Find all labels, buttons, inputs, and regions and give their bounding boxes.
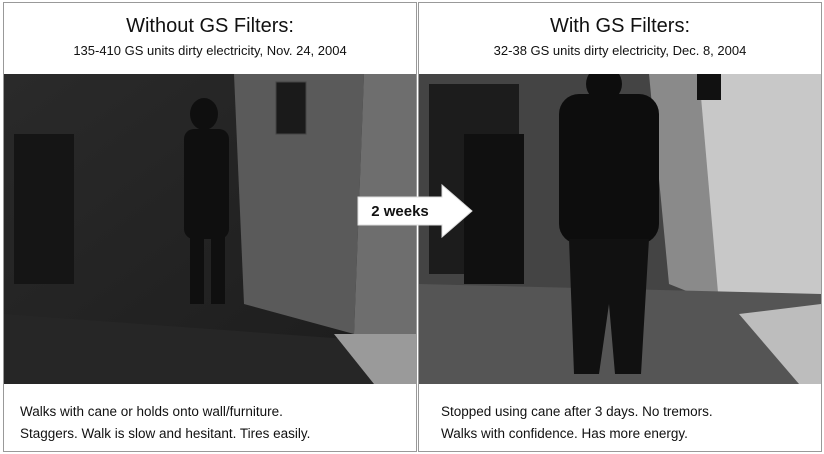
panel-before: Without GS Filters: 135-410 GS units dir…: [3, 2, 417, 452]
caption-line: Staggers. Walk is slow and hesitant. Tir…: [20, 426, 311, 441]
photo-after: [419, 74, 821, 384]
panel-caption: Stopped using cane after 3 days. No trem…: [441, 401, 713, 445]
photo-before: [4, 74, 416, 384]
panel-subtitle: 32-38 GS units dirty electricity, Dec. 8…: [493, 43, 747, 58]
arrow: 2 weeks: [357, 183, 473, 239]
caption-line: Walks with cane or holds onto wall/furni…: [20, 404, 283, 419]
caption-line: Stopped using cane after 3 days. No trem…: [441, 404, 713, 419]
panel-title: Without GS Filters:: [126, 15, 294, 37]
caption-line: Walks with confidence. Has more energy.: [441, 426, 688, 441]
panel-title: With GS Filters:: [549, 15, 690, 37]
arrow-label: 2 weeks: [371, 203, 429, 220]
panel-caption: Walks with cane or holds onto wall/furni…: [20, 401, 310, 445]
panel-subtitle: 135-410 GS units dirty electricity, Nov.…: [73, 43, 347, 58]
panel-after: With GS Filters: 32-38 GS units dirty el…: [418, 2, 822, 452]
